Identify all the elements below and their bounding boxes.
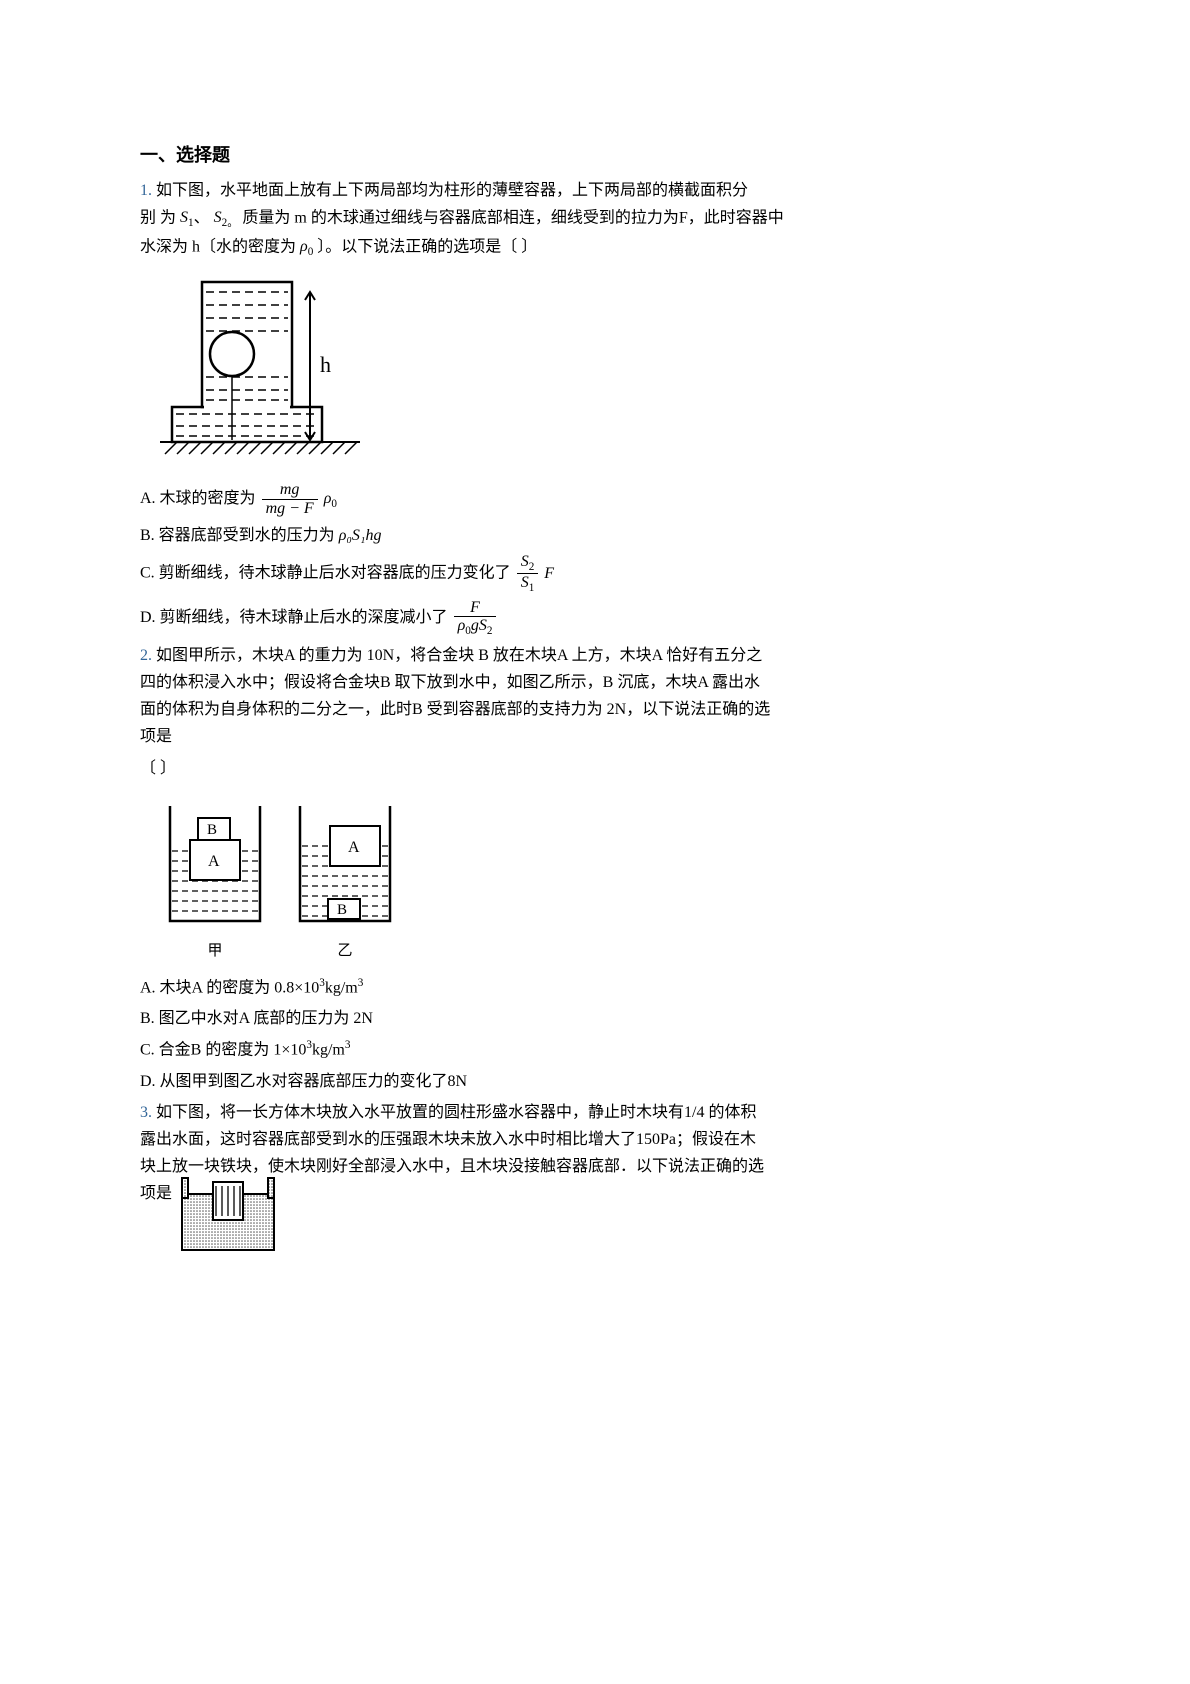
svg-text:A: A xyxy=(208,853,220,870)
q1-c-frac: S2 S1 xyxy=(517,553,539,595)
q2-number: 2. xyxy=(140,647,152,664)
q2-caption-yi: 乙 xyxy=(290,939,400,965)
svg-text:B: B xyxy=(207,822,217,838)
q1-figure: h xyxy=(160,272,1050,471)
q3-line4: 项是 xyxy=(140,1180,172,1207)
question-1: 1. 如下图，水平地面上放有上下两局部均为柱形的薄壁容器，上下两局部的横截面积分… xyxy=(140,177,1050,638)
q2-paren: 〔 〕 xyxy=(140,755,1050,782)
question-2: 2. 如图甲所示，木块A 的重力为 10N，将合金块 B 放在木块A 上方，木块… xyxy=(140,642,1050,1095)
q2-line2: 四的体积浸入水中；假设将合金块B 取下放到水中，如图乙所示，B 沉底，木块A 露… xyxy=(140,669,1050,696)
q2-option-b: B. 图乙中水对A 底部的压力为 2N xyxy=(140,1005,1050,1032)
question-3: 3. 如下图，将一长方体木块放入水平放置的圆柱形盛水容器中，静止时木块有1/4 … xyxy=(140,1099,1050,1255)
q1-a-frac: mg mg − F xyxy=(262,481,318,517)
q1-text-3a: 水深为 h〔水的密度为 xyxy=(140,238,300,255)
q1-text-2a: 别 为 xyxy=(140,209,176,226)
q2-option-c: C. 合金B 的密度为 1×103kg/m3 xyxy=(140,1036,1050,1064)
q2-option-a: A. 木块A 的密度为 0.8×103kg/m3 xyxy=(140,974,1050,1002)
q1-text-1: 如下图，水平地面上放有上下两局部均为柱形的薄壁容器，上下两局部的横截面积分 xyxy=(156,182,748,199)
q3-figure xyxy=(178,1174,278,1254)
page: 一、选择题 1. 如下图，水平地面上放有上下两局部均为柱形的薄壁容器，上下两局部… xyxy=(0,0,1190,1684)
q1-s2: S2。 xyxy=(214,204,239,233)
q3-line4-row: 项是 xyxy=(140,1180,1050,1254)
q3-line1: 3. 如下图，将一长方体木块放入水平放置的圆柱形盛水容器中，静止时木块有1/4 … xyxy=(140,1099,1050,1126)
q2-line1: 2. 如图甲所示，木块A 的重力为 10N，将合金块 B 放在木块A 上方，木块… xyxy=(140,642,1050,669)
q1-d-frac: F ρ0gS2 xyxy=(454,599,497,638)
q1-line2: 别 为 S1、 S2。 质量为 m 的木球通过细线与容器底部相连，细线受到的拉力… xyxy=(140,204,1050,233)
q2-fig-jia: A B xyxy=(160,796,270,926)
q1-option-c: C. 剪断细线，待木球静止后水对容器底的压力变化了 S2 S1 F xyxy=(140,553,1050,595)
q2-fig-yi: A B xyxy=(290,796,400,926)
q2-caption-jia: 甲 xyxy=(160,939,270,965)
q1-option-d: D. 剪断细线，待木球静止后水的深度减小了 F ρ0gS2 xyxy=(140,599,1050,638)
q1-option-a: A. 木球的密度为 mg mg − F ρ0 xyxy=(140,481,1050,517)
q1-text-3b: 〕。以下说法正确的选项是〔 〕 xyxy=(317,238,537,255)
q2-figure: A B 甲 xyxy=(160,796,400,965)
q1-option-b: B. 容器底部受到水的压力为 ρ₀S₁hg xyxy=(140,522,1050,549)
q2-line3: 面的体积为自身体积的二分之一，此时B 受到容器底部的支持力为 2N，以下说法正确… xyxy=(140,696,1050,723)
q3-number: 3. xyxy=(140,1104,152,1121)
q1-line3: 水深为 h〔水的密度为 ρ0 〕。以下说法正确的选项是〔 〕 xyxy=(140,233,1050,262)
q1-s1: S1 xyxy=(180,204,194,233)
section-heading: 一、选择题 xyxy=(140,140,1050,171)
svg-text:A: A xyxy=(348,839,360,856)
svg-text:B: B xyxy=(337,902,347,918)
q1-number: 1. xyxy=(140,182,152,199)
q1-line1: 1. 如下图，水平地面上放有上下两局部均为柱形的薄壁容器，上下两局部的横截面积分 xyxy=(140,177,1050,204)
q3-line2: 露出水面，这时容器底部受到水的压强跟木块未放入水中时相比增大了150Pa；假设在… xyxy=(140,1126,1050,1153)
q1-text-2b: 质量为 m 的木球通过细线与容器底部相连，细线受到的拉力为F，此时容器中 xyxy=(242,209,783,226)
q1-rho0: ρ0 xyxy=(300,233,313,262)
q2-line4: 项是 xyxy=(140,723,1050,750)
q1-h-label: h xyxy=(320,352,331,377)
q2-option-d: D. 从图甲到图乙水对容器底部压力的变化了8N xyxy=(140,1068,1050,1095)
q1-diagram-svg: h xyxy=(160,272,370,462)
